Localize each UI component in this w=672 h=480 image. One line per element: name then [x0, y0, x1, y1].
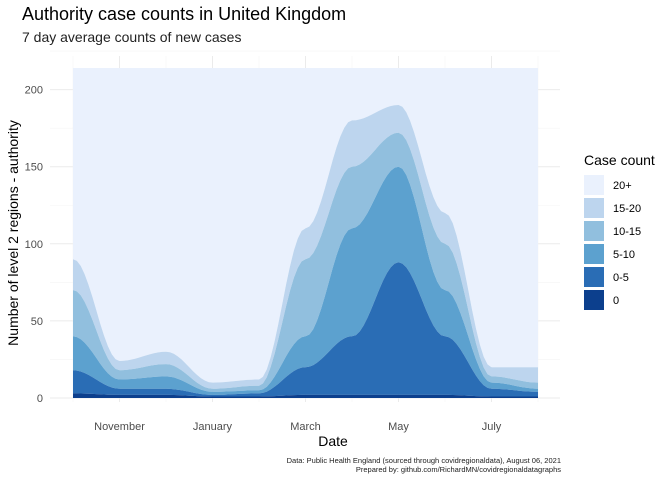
legend-swatch — [584, 221, 604, 241]
y-tick-label: 100 — [25, 239, 43, 251]
y-axis-title: Number of level 2 regions - authority — [5, 120, 21, 346]
legend-swatch — [584, 175, 604, 195]
area-0 — [73, 393, 538, 398]
legend-swatch — [584, 198, 604, 218]
legend: 20+ 15-20 10-15 5-10 0-5 0 — [584, 175, 641, 310]
x-tick-label: January — [193, 421, 233, 433]
caption: Data: Public Health England (sourced thr… — [287, 456, 561, 474]
legend-title: Case count — [584, 152, 655, 168]
legend-label: 5-10 — [613, 249, 635, 261]
legend-label: 20+ — [613, 180, 632, 192]
x-axis-title: Date — [318, 433, 348, 449]
x-tick-label: May — [388, 421, 409, 433]
stacked-areas — [73, 68, 538, 398]
y-tick-label: 150 — [25, 162, 43, 174]
chart-subtitle: 7 day average counts of new cases — [22, 29, 242, 45]
legend-swatch — [584, 290, 604, 310]
caption-line-source: Data: Public Health England (sourced thr… — [286, 456, 561, 465]
legend-label: 0 — [613, 295, 619, 307]
legend-swatch — [584, 267, 604, 287]
x-tick-label: March — [290, 421, 321, 433]
area-20+ — [73, 68, 538, 383]
x-tick-label: July — [482, 421, 502, 433]
y-tick-label: 50 — [31, 316, 43, 328]
y-tick-label: 200 — [25, 85, 43, 97]
x-tick-label: November — [94, 421, 145, 433]
area-0-5 — [73, 262, 538, 397]
area-10-15 — [73, 132, 538, 392]
chart-title: Authority case counts in United Kingdom — [22, 4, 347, 24]
legend-label: 0-5 — [613, 272, 629, 284]
legend-label: 15-20 — [613, 203, 641, 215]
legend-label: 10-15 — [613, 226, 641, 238]
area-15-20 — [73, 105, 538, 389]
legend-swatch — [584, 244, 604, 264]
y-tick-label: 0 — [37, 393, 43, 405]
area-5-10 — [73, 166, 538, 395]
caption-line-prepared: Prepared by: github.com/RichardMN/covidr… — [355, 465, 561, 474]
x-axis: November January March May July — [94, 421, 502, 433]
y-axis: 0 50 100 150 200 — [25, 85, 43, 405]
